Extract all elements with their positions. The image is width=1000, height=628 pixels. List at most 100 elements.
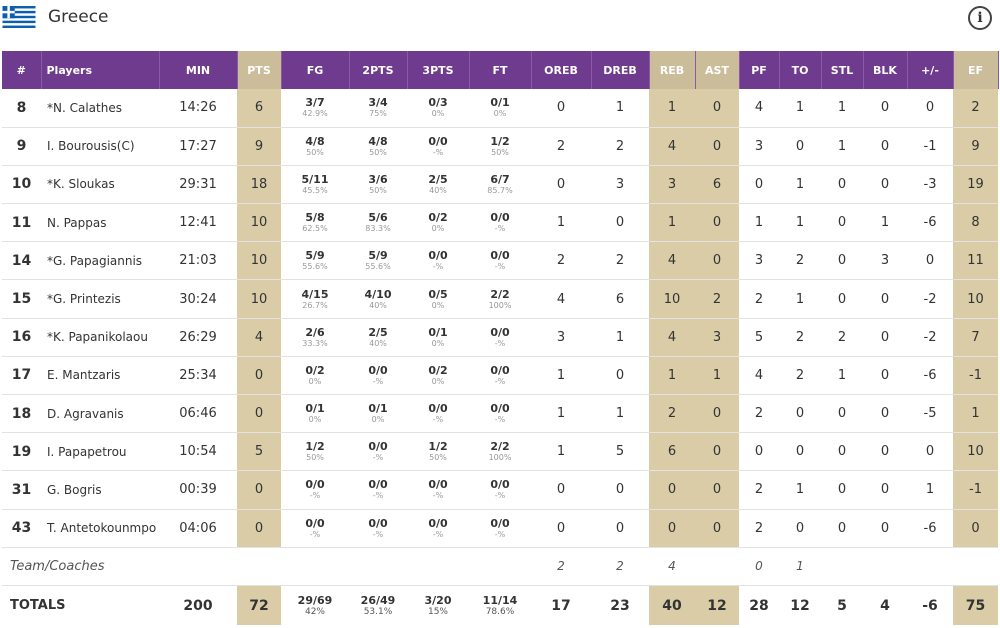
player-name[interactable]: E. Mantzaris <box>41 356 159 396</box>
offensive-rebounds: 1 <box>531 394 591 434</box>
plus-minus: 0 <box>907 432 953 472</box>
three-pointers: 2/5 40% <box>407 165 469 205</box>
rebounds: 4 <box>649 318 695 357</box>
shots-made: 0/0 <box>490 516 510 530</box>
field-goals: 4/8 50% <box>281 127 349 166</box>
column-header[interactable]: AST <box>695 51 740 89</box>
two-pointers: 2/5 40% <box>349 318 407 357</box>
minutes: 25:34 <box>159 356 237 396</box>
team-name: Greece <box>48 7 109 27</box>
shot-percentage: 40% <box>429 185 447 195</box>
offensive-rebounds: 0 <box>531 470 591 510</box>
shot-percentage: -% <box>372 453 384 463</box>
column-header[interactable]: Players <box>41 51 160 89</box>
column-header[interactable]: BLK <box>863 51 908 89</box>
plus-minus: 0 <box>907 89 953 128</box>
column-header[interactable]: DREB <box>591 51 650 89</box>
blocks: 0 <box>863 432 907 472</box>
column-header[interactable]: +/- <box>907 51 954 89</box>
points: 4 <box>237 318 281 357</box>
field-goals: 2/6 33.3% <box>281 318 349 357</box>
player-number: 19 <box>2 432 41 472</box>
column-header[interactable]: 2PTS <box>349 51 408 89</box>
column-header[interactable]: FT <box>469 51 532 89</box>
shots-made: 0/0 <box>428 516 448 530</box>
free-throws: 0/0 -% <box>469 356 531 396</box>
shots-made: 2/5 <box>368 325 388 339</box>
shots-made: 5/9 <box>368 249 388 263</box>
column-header[interactable]: REB <box>649 51 696 89</box>
steals: 0 <box>821 241 863 281</box>
shot-percentage: 50% <box>369 147 387 157</box>
team-header: Greece i <box>0 0 1000 36</box>
shots-made: 0/2 <box>305 363 325 377</box>
player-name[interactable]: I. Bourousis(C) <box>41 127 159 166</box>
empty-cell <box>349 547 407 586</box>
total-turnovers: 12 <box>790 597 810 614</box>
shots-made: 1/2 <box>490 134 510 148</box>
player-name[interactable]: G. Bogris <box>41 470 159 510</box>
player-name[interactable]: *G. Printezis <box>41 279 159 319</box>
empty-cell <box>953 547 998 586</box>
column-header[interactable]: EF <box>953 51 999 89</box>
column-header[interactable]: PTS <box>237 51 282 89</box>
points: 9 <box>237 127 281 166</box>
minutes: 00:39 <box>159 470 237 510</box>
column-header[interactable]: 3PTS <box>407 51 470 89</box>
free-throws: 0/0 -% <box>469 241 531 281</box>
shot-percentage: 45.5% <box>302 185 328 195</box>
plus-minus: -1 <box>907 127 953 166</box>
steals: 1 <box>821 89 863 128</box>
field-goals: 5/8 62.5% <box>281 203 349 243</box>
info-icon[interactable]: i <box>968 6 992 30</box>
column-header[interactable]: MIN <box>159 51 238 89</box>
column-header[interactable]: # <box>2 51 42 89</box>
steals: 0 <box>821 432 863 472</box>
three-pointers: 0/5 0% <box>407 279 469 319</box>
player-name[interactable]: T. Antetokounmpo <box>41 509 159 548</box>
player-name[interactable]: *K. Papanikolaou <box>41 318 159 357</box>
column-header[interactable]: PF <box>739 51 780 89</box>
rebounds: 10 <box>649 279 695 319</box>
blocks: 3 <box>863 241 907 281</box>
defensive-rebounds: 3 <box>591 165 649 205</box>
steals: 0 <box>821 394 863 434</box>
efficiency: 8 <box>953 203 998 243</box>
shot-percentage: 55.6% <box>365 262 391 272</box>
player-name[interactable]: D. Agravanis <box>41 394 159 434</box>
assists: 0 <box>695 432 739 472</box>
assists: 2 <box>695 279 739 319</box>
shots-made: 0/1 <box>368 402 388 416</box>
player-name[interactable]: *N. Calathes <box>41 89 159 128</box>
player-name[interactable]: *K. Sloukas <box>41 165 159 205</box>
total-rebounds: 40 <box>649 585 695 626</box>
column-header[interactable]: TO <box>779 51 822 89</box>
rebounds: 2 <box>649 394 695 434</box>
shot-percentage: -% <box>494 224 506 234</box>
personal-fouls: 0 <box>739 165 779 205</box>
shots-made: 5/11 <box>301 172 329 186</box>
player-name[interactable]: N. Pappas <box>41 203 159 243</box>
shot-percentage: -% <box>494 262 506 272</box>
total-blocks: 4 <box>880 597 890 614</box>
defensive-rebounds: 2 <box>591 547 649 586</box>
player-name[interactable]: *G. Papagiannis <box>41 241 159 281</box>
efficiency: -1 <box>953 356 998 396</box>
personal-fouls: 0 <box>739 547 779 586</box>
column-header[interactable]: FG <box>281 51 350 89</box>
field-goals: 0/0 -% <box>281 509 349 548</box>
shot-percentage: 0% <box>431 376 445 386</box>
column-header[interactable]: OREB <box>531 51 592 89</box>
shots-made: 0/0 <box>428 478 448 492</box>
player-name[interactable]: I. Papapetrou <box>41 432 159 472</box>
column-header[interactable]: STL <box>821 51 864 89</box>
efficiency: -1 <box>953 470 998 510</box>
points: 0 <box>237 394 281 434</box>
field-goals: 1/2 50% <box>281 432 349 472</box>
defensive-rebounds: 5 <box>591 432 649 472</box>
table-row: 15 *G. Printezis 30:24 10 4/15 26.7% 4/10 40% 0/… <box>2 279 998 319</box>
assists: 0 <box>695 394 739 434</box>
three-pointers: 0/0 -% <box>407 241 469 281</box>
table-row: 18 D. Agravanis 06:46 0 0/1 0% 0/1 0% 0/0 -% 0/0 -%… <box>2 394 998 434</box>
shot-percentage: 0% <box>431 300 445 310</box>
